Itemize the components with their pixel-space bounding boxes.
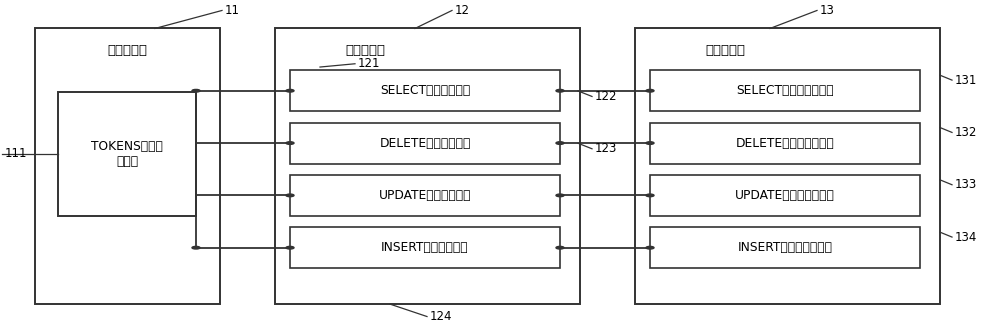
Text: 11: 11 bbox=[225, 4, 240, 17]
Text: INSERT片段识别模块: INSERT片段识别模块 bbox=[381, 241, 469, 254]
Bar bbox=[650, 175, 920, 216]
Text: 语法分析器: 语法分析器 bbox=[705, 44, 745, 57]
Text: 124: 124 bbox=[430, 310, 452, 323]
Circle shape bbox=[286, 194, 294, 197]
Circle shape bbox=[556, 194, 564, 197]
Text: 133: 133 bbox=[955, 178, 977, 191]
Circle shape bbox=[286, 142, 294, 145]
Text: 词法分析器: 词法分析器 bbox=[108, 44, 148, 57]
Text: DELETE语法树识别模块: DELETE语法树识别模块 bbox=[736, 137, 834, 149]
Bar bbox=[290, 175, 560, 216]
Text: 132: 132 bbox=[955, 126, 977, 139]
Text: 131: 131 bbox=[955, 74, 977, 87]
Text: SELECT片段识别模块: SELECT片段识别模块 bbox=[380, 84, 470, 97]
Text: UPDATE片段识别模块: UPDATE片段识别模块 bbox=[379, 189, 471, 202]
Text: UPDATE语法树识别模块: UPDATE语法树识别模块 bbox=[735, 189, 835, 202]
Text: 122: 122 bbox=[595, 90, 618, 103]
Circle shape bbox=[192, 247, 200, 249]
Text: 121: 121 bbox=[358, 57, 380, 70]
Text: 123: 123 bbox=[595, 142, 617, 155]
Text: INSERT语法树识别模块: INSERT语法树识别模块 bbox=[738, 241, 832, 254]
Text: 13: 13 bbox=[820, 4, 835, 17]
Bar bbox=[650, 123, 920, 164]
Circle shape bbox=[646, 142, 654, 145]
Circle shape bbox=[556, 89, 564, 92]
Text: 134: 134 bbox=[955, 231, 977, 244]
Text: DELETE片段识别模块: DELETE片段识别模块 bbox=[379, 137, 471, 149]
Circle shape bbox=[556, 142, 564, 145]
Bar bbox=[290, 70, 560, 111]
Bar bbox=[58, 92, 196, 216]
Bar bbox=[635, 28, 940, 304]
Bar bbox=[275, 28, 580, 304]
Circle shape bbox=[286, 247, 294, 249]
Text: 语法分析器: 语法分析器 bbox=[345, 44, 385, 57]
Circle shape bbox=[286, 89, 294, 92]
Text: SELECT语法树识别模块: SELECT语法树识别模块 bbox=[736, 84, 834, 97]
Bar bbox=[290, 227, 560, 268]
Text: 111: 111 bbox=[5, 147, 28, 160]
Bar bbox=[290, 123, 560, 164]
Bar bbox=[35, 28, 220, 304]
Circle shape bbox=[556, 247, 564, 249]
Circle shape bbox=[646, 247, 654, 249]
Circle shape bbox=[646, 194, 654, 197]
Text: 12: 12 bbox=[455, 4, 470, 17]
Bar bbox=[650, 227, 920, 268]
Text: TOKENS标记识
别模块: TOKENS标记识 别模块 bbox=[91, 140, 163, 168]
Circle shape bbox=[192, 89, 200, 92]
Bar bbox=[650, 70, 920, 111]
Circle shape bbox=[646, 89, 654, 92]
